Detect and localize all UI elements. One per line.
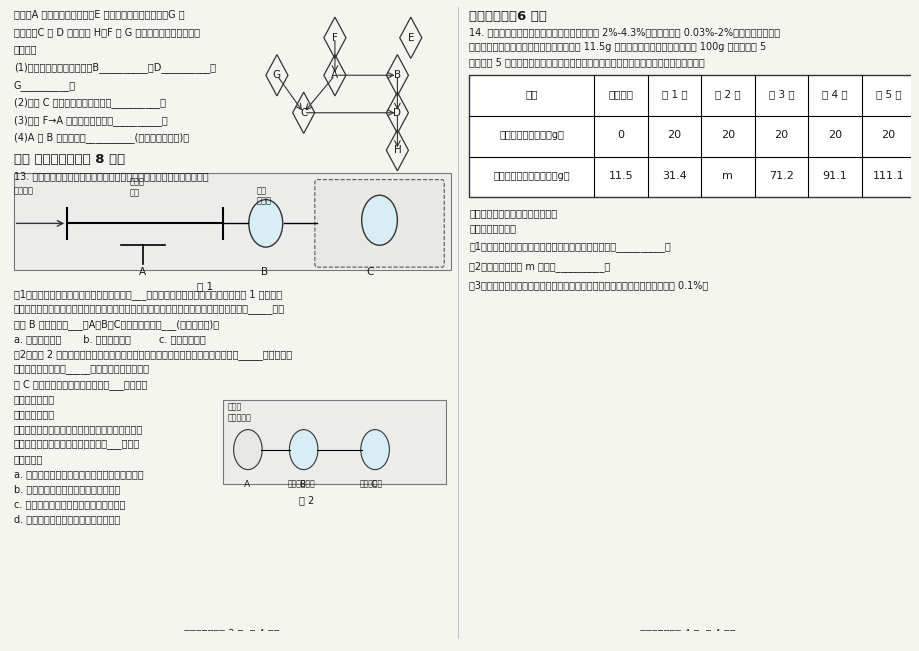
Circle shape <box>361 195 397 245</box>
Text: 化碳还原氧化铁粉末的实验装置，反应一段时间后，观察到玻璃管中的氧化铁粉末逐渐变成_____色，: 化碳还原氧化铁粉末的实验装置，反应一段时间后，观察到玻璃管中的氧化铁粉末逐渐变成… <box>14 304 285 314</box>
Text: 第 2 次: 第 2 次 <box>714 89 740 100</box>
Text: 第 4 次: 第 4 次 <box>822 89 846 100</box>
Text: 【查阅资料】碳不与稀盐酸反应。: 【查阅资料】碳不与稀盐酸反应。 <box>469 208 557 218</box>
Text: (1)写出下列物质的化学式：B__________，D__________，: (1)写出下列物质的化学式：B__________，D__________， <box>14 62 215 73</box>
Text: B: B <box>261 267 268 277</box>
Text: F: F <box>332 33 337 43</box>
Text: 等份，分 5 次加入锥形瓶，每次待充分反应后记录实验数据，实验数据整理如下表所示：: 等份，分 5 次加入锥形瓶，每次待充分反应后记录实验数据，实验数据整理如下表所示… <box>469 57 704 67</box>
Text: D: D <box>393 108 401 118</box>
Text: 0: 0 <box>617 130 624 140</box>
Text: 但性质有所不同，以下说法正确的是___（填字: 但性质有所不同，以下说法正确的是___（填字 <box>14 439 140 449</box>
Text: 请回答下列问题：: 请回答下列问题： <box>469 223 516 233</box>
Text: B: B <box>393 70 401 80</box>
Text: 置 C 中澄清石灰水无现象的原因是___（用化学: 置 C 中澄清石灰水无现象的原因是___（用化学 <box>14 379 147 390</box>
Text: 71.2: 71.2 <box>768 171 793 180</box>
Text: 14. 生铁和钢都是铁和碳的合金，生铁含碳量为 2%-4.3%，钢含碳量为 0.03%-2%。化学兴趣小组的: 14. 生铁和钢都是铁和碳的合金，生铁含碳量为 2%-4.3%，钢含碳量为 0.… <box>469 27 779 37</box>
Text: 第 5 次: 第 5 次 <box>875 89 901 100</box>
Text: b. 一氧化碳和二氧化碳的分子结构不同: b. 一氧化碳和二氧化碳的分子结构不同 <box>14 484 119 494</box>
Text: A: A <box>244 480 249 489</box>
Text: 木炭粉
氧化铁粉末: 木炭粉 氧化铁粉末 <box>228 403 251 422</box>
Text: 加入稀盐酸的质量（g）: 加入稀盐酸的质量（g） <box>498 130 563 140</box>
Text: C: C <box>300 108 307 118</box>
Text: 请回答：: 请回答： <box>14 45 37 55</box>
Text: 一氧化碳: 一氧化碳 <box>14 186 34 195</box>
Text: 装置 B 中的现象是___，A、B、C丙装置的作用是___(填字母序号)。: 装置 B 中的现象是___，A、B、C丙装置的作用是___(填字母序号)。 <box>14 319 219 330</box>
Text: 方程式表示）。: 方程式表示）。 <box>14 409 55 419</box>
Text: 氧化铁
粉末: 氧化铁 粉末 <box>130 178 144 197</box>
Text: 略向下倾斜的原因是_____，反应一段时间后，装: 略向下倾斜的原因是_____，反应一段时间后，装 <box>14 364 150 374</box>
Text: （3）请通过计算确定该铁合金是生铁还是钢（写出计算过程，计算结果保留到 0.1%）: （3）请通过计算确定该铁合金是生铁还是钢（写出计算过程，计算结果保留到 0.1%… <box>469 281 708 290</box>
Text: 图 2: 图 2 <box>299 495 314 505</box>
Text: (2)物质 C 属于五种物质类别中的__________。: (2)物质 C 属于五种物质类别中的__________。 <box>14 97 165 108</box>
Text: C: C <box>366 267 373 277</box>
Text: (3)写出 F→A 的化学反应方程式__________。: (3)写出 F→A 的化学反应方程式__________。 <box>14 115 167 126</box>
Text: 澄清石灰水: 澄清石灰水 <box>359 480 382 489</box>
Text: 图 1: 图 1 <box>197 281 212 292</box>
FancyBboxPatch shape <box>314 180 444 267</box>
Bar <box>14 173 450 270</box>
Text: 九年级化学（第 4 页  共 4 页）: 九年级化学（第 4 页 共 4 页） <box>640 628 734 639</box>
Circle shape <box>233 430 262 469</box>
Text: a. 一氧化碳不能与水反应，二氧化碳能与水反应: a. 一氧化碳不能与水反应，二氧化碳能与水反应 <box>14 469 143 479</box>
Text: 九年级化学（第 3 页  共 4 页）: 九年级化学（第 3 页 共 4 页） <box>185 628 279 639</box>
Text: 方程式表示）。: 方程式表示）。 <box>14 394 55 404</box>
Text: 加盐酸前: 加盐酸前 <box>607 89 632 100</box>
Text: 31.4: 31.4 <box>661 171 686 180</box>
Text: (4)A 和 B 的反应属于__________(填基本反应类型)。: (4)A 和 B 的反应属于__________(填基本反应类型)。 <box>14 132 188 143</box>
Text: 多液：A 是胃酸的主要成分；E 是赤铁矿的主要成分；；G 俗: 多液：A 是胃酸的主要成分；E 是赤铁矿的主要成分；；G 俗 <box>14 10 184 20</box>
Text: 澄清
石灰水: 澄清 石灰水 <box>256 186 271 205</box>
Text: 111.1: 111.1 <box>872 171 903 180</box>
Text: 第 1 次: 第 1 次 <box>661 89 686 100</box>
Text: a. 吸收二氧化碳       b. 消耗一氧化碳         c. 检验一氧化碳: a. 吸收二氧化碳 b. 消耗一氧化碳 c. 检验一氧化碳 <box>14 334 205 344</box>
Bar <box>469 76 914 197</box>
Text: A: A <box>331 70 338 80</box>
Circle shape <box>248 200 282 247</box>
Text: 称苏打；C 与 D 反应生成 H；F 与 G 发生反应时有气体生成。: 称苏打；C 与 D 反应生成 H；F 与 G 发生反应时有气体生成。 <box>14 27 199 37</box>
Text: 20: 20 <box>666 130 681 140</box>
Text: E: E <box>407 33 414 43</box>
Text: 20: 20 <box>774 130 788 140</box>
Text: 锥形瓶内物质的总质量（g）: 锥形瓶内物质的总质量（g） <box>493 171 569 180</box>
Text: 13. 学习了金属矿物及其冶炼后，同学们设计了两组实验装置，请回答：: 13. 学习了金属矿物及其冶炼后，同学们设计了两组实验装置，请回答： <box>14 171 208 182</box>
Text: 四、计算题（6 分）: 四、计算题（6 分） <box>469 10 546 23</box>
Text: 三、 实验探究题（共 8 分）: 三、 实验探究题（共 8 分） <box>14 153 125 166</box>
Text: G__________。: G__________。 <box>14 79 75 90</box>
Circle shape <box>360 430 389 469</box>
Text: （1）铁元素在自然界中分有很广，氧化铁是___（填写铁矿石名称）的主要成分。如图 1 是用一氧: （1）铁元素在自然界中分有很广，氧化铁是___（填写铁矿石名称）的主要成分。如图… <box>14 289 281 300</box>
Text: 20: 20 <box>827 130 841 140</box>
Text: （2）如图 2 是用适量木炭粉还原氧化铁粉末的实验装置，写出反应的化学方程式：_____，试管口部: （2）如图 2 是用适量木炭粉还原氧化铁粉末的实验装置，写出反应的化学方程式：_… <box>14 349 291 360</box>
Text: 同学们发现一氧化碳和二氧化碳的组成元素相同，: 同学们发现一氧化碳和二氧化碳的组成元素相同， <box>14 424 142 434</box>
Text: 母序号）。: 母序号）。 <box>14 454 43 464</box>
Text: 第 3 次: 第 3 次 <box>767 89 793 100</box>
Text: （1）根据质量守恒定律，该反应中生成气体的总质量为__________。: （1）根据质量守恒定律，该反应中生成气体的总质量为__________。 <box>469 242 670 253</box>
Text: 20: 20 <box>720 130 734 140</box>
Text: 20: 20 <box>880 130 894 140</box>
Text: 91.1: 91.1 <box>822 171 846 180</box>
Text: （2）实验数据表中 m 的值为__________。: （2）实验数据表中 m 的值为__________。 <box>469 261 609 272</box>
Text: c. 一氧化碳和二氧化碳都可以作气体肥料: c. 一氧化碳和二氧化碳都可以作气体肥料 <box>14 499 125 509</box>
Text: C: C <box>370 480 377 489</box>
Text: 11.5: 11.5 <box>607 171 632 180</box>
Text: 同学为确定该铁合金是生铁还是钢，他们取 11.5g 铁合金样品盛放到锥形瓶中，将 100g 稀盐酸分成 5: 同学为确定该铁合金是生铁还是钢，他们取 11.5g 铁合金样品盛放到锥形瓶中，将… <box>469 42 766 52</box>
Text: m: m <box>721 171 732 180</box>
Text: H: H <box>393 145 401 155</box>
Text: d. 一氧化碳和二氧化碳都可以作还原剂: d. 一氧化碳和二氧化碳都可以作还原剂 <box>14 514 119 524</box>
Text: G: G <box>273 70 280 80</box>
Text: 氢氧化钠溶液: 氢氧化钠溶液 <box>288 480 315 489</box>
Text: A: A <box>139 267 145 277</box>
Text: 次数: 次数 <box>525 89 538 100</box>
Bar <box>223 400 446 484</box>
Circle shape <box>289 430 318 469</box>
Text: B: B <box>299 480 305 489</box>
